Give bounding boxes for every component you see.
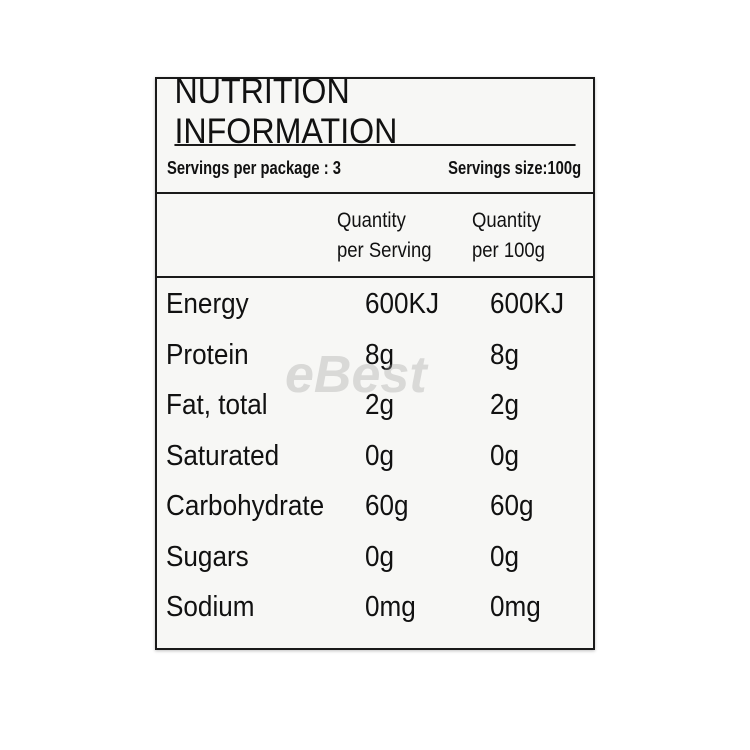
nutrient-per-100g: 60g	[490, 490, 534, 522]
nutrient-per-100g: 0mg	[490, 591, 541, 623]
nutrient-row-saturated: Saturated 0g 0g	[157, 430, 593, 481]
column-header-row: Quantity per Serving Quantity per 100g	[157, 194, 593, 278]
nutrition-label: NUTRITION INFORMATION Servings per packa…	[155, 72, 595, 650]
column-header-per-100g: Quantity per 100g	[472, 206, 545, 266]
nutrient-per-serving: 8g	[365, 338, 395, 371]
nutrient-per-100g: 8g	[490, 338, 520, 371]
nutrient-row-sodium: Sodium 0mg 0mg	[157, 581, 593, 632]
servings-per-package: Servings per package : 3	[167, 158, 341, 178]
nutrient-per-100g: 0g	[490, 540, 520, 573]
nutrient-row-sugars: Sugars 0g 0g	[157, 531, 593, 582]
nutrient-row-carbohydrate: Carbohydrate 60g 60g	[157, 480, 593, 531]
column-header-per-100g-line2: per 100g	[472, 239, 545, 262]
column-header-per-serving-line1: Quantity	[337, 209, 406, 232]
nutrient-name: Energy	[166, 288, 249, 320]
nutrient-per-serving: 600KJ	[365, 288, 440, 320]
nutrient-row-protein: Protein 8g 8g	[157, 329, 593, 380]
nutrient-name: Sugars	[166, 540, 249, 573]
nutrient-per-100g: 2g	[490, 389, 520, 421]
nutrient-per-serving: 60g	[365, 490, 409, 522]
servings-row: Servings per package : 3 Servings size:1…	[157, 146, 593, 194]
nutrient-name: Sodium	[166, 591, 255, 623]
column-header-per-serving: Quantity per Serving	[337, 206, 432, 266]
column-header-per-100g-line1: Quantity	[472, 209, 541, 232]
nutrient-per-serving: 2g	[365, 389, 395, 421]
nutrient-per-100g: 0g	[490, 439, 520, 472]
nutrient-name: Protein	[166, 338, 249, 371]
nutrient-per-serving: 0mg	[365, 591, 416, 623]
nutrient-name: Carbohydrate	[166, 490, 325, 522]
nutrient-row-energy: Energy 600KJ 600KJ	[157, 278, 593, 329]
nutrient-per-serving: 0g	[365, 540, 395, 573]
label-title: NUTRITION INFORMATION	[174, 72, 576, 151]
nutrient-rows: Energy 600KJ 600KJ Protein 8g 8g Fat, to…	[157, 278, 593, 632]
serving-size: Servings size:100g	[448, 158, 581, 178]
nutrient-per-serving: 0g	[365, 439, 395, 472]
nutrient-row-fat-total: Fat, total 2g 2g	[157, 379, 593, 430]
column-header-per-serving-line2: per Serving	[337, 239, 432, 262]
nutrient-name: Fat, total	[166, 389, 268, 421]
nutrient-per-100g: 600KJ	[490, 288, 565, 320]
nutrient-name: Saturated	[166, 439, 280, 472]
